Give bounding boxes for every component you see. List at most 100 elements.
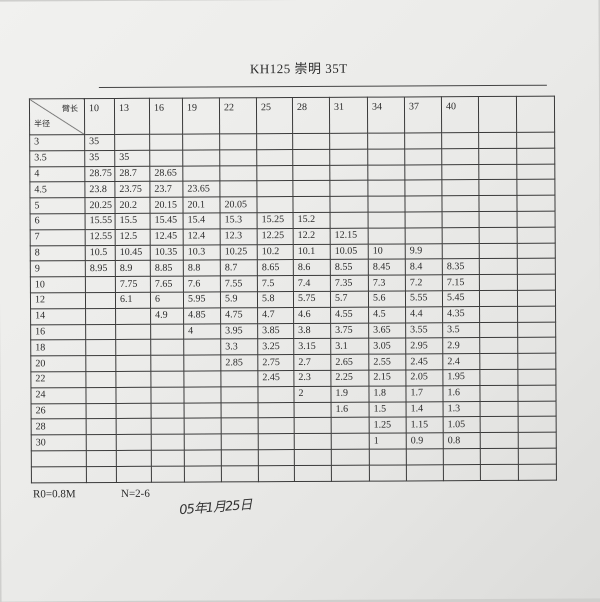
load-cell: [183, 339, 221, 356]
load-cell: 4: [183, 323, 221, 340]
load-cell: [151, 450, 185, 467]
load-cell: [150, 323, 184, 340]
load-cell: 1: [369, 433, 407, 450]
load-cell: [86, 418, 117, 435]
load-cell: 12.15: [330, 227, 369, 244]
load-cell: [292, 133, 330, 150]
load-cell: 1.9: [330, 385, 370, 402]
load-cell: [294, 401, 332, 418]
load-cell: 1.3: [443, 401, 481, 418]
handwritten-date: 05年1月25日: [178, 497, 253, 519]
load-cell: [480, 464, 519, 481]
load-cell: [443, 464, 481, 481]
load-cell: 15.3: [220, 212, 258, 229]
load-cell: [442, 227, 480, 244]
load-cell: [221, 418, 259, 435]
radius-cell: [31, 450, 87, 467]
radius-cell: 26: [31, 403, 87, 420]
load-cell: 2.85: [220, 354, 258, 371]
load-cell: 5.9: [220, 291, 258, 308]
load-cell: [329, 180, 368, 197]
load-cell: [183, 370, 221, 387]
load-cell: [406, 448, 444, 465]
load-cell: 23.7: [149, 181, 183, 198]
load-cell: [517, 369, 556, 386]
load-cell: 20.1: [182, 197, 221, 214]
load-cell: [85, 387, 117, 404]
load-cell: 2.65: [330, 354, 369, 371]
load-cell: [115, 371, 151, 388]
load-cell: 8.95: [85, 260, 116, 277]
load-cell: 5.8: [257, 291, 294, 308]
load-cell: 6.1: [115, 292, 151, 309]
load-cell: [516, 195, 556, 212]
radius-cell: 22: [30, 371, 86, 388]
load-cell: [219, 181, 257, 198]
load-cell: [367, 132, 405, 149]
load-cell: 2.45: [257, 370, 294, 387]
load-cell: 2.55: [368, 354, 406, 371]
load-cell: [479, 290, 518, 307]
load-cell: [256, 133, 293, 150]
load-cell: [518, 416, 557, 433]
load-cell: 10: [368, 243, 406, 260]
load-cell: [404, 180, 442, 197]
load-cell: [292, 149, 330, 166]
load-cell: [221, 465, 259, 482]
load-cell: [404, 148, 442, 165]
load-cell: 10.5: [85, 245, 116, 261]
load-cell: [86, 450, 117, 467]
load-cell: [258, 402, 295, 419]
load-cell: [221, 402, 259, 419]
radius-cell: 3.5: [29, 150, 85, 167]
load-cell: 28.65: [149, 165, 183, 182]
load-cell: [478, 195, 518, 212]
load-cell: 7.4: [293, 275, 331, 292]
load-cell: 3.85: [257, 323, 294, 340]
load-cell: 15.4: [183, 212, 221, 229]
load-cell: [516, 163, 555, 180]
load-cell: [517, 242, 556, 259]
column-header: 37: [404, 96, 442, 133]
load-cell: 12.55: [85, 229, 116, 246]
load-cell: [182, 133, 220, 150]
load-cell: 1.05: [443, 416, 481, 433]
load-cell: 3.5: [442, 322, 480, 339]
load-cell: 12.45: [150, 228, 184, 245]
load-cell: 2.75: [257, 354, 294, 371]
radius-cell: [31, 466, 87, 483]
column-header: 31: [329, 97, 368, 134]
corner-header: 臂长 半径: [29, 98, 85, 135]
load-cell: [86, 434, 117, 451]
load-cell: 2.9: [442, 337, 480, 354]
load-cell: [115, 355, 151, 372]
load-cell: [367, 164, 405, 181]
load-cell: [479, 258, 518, 275]
load-cell: [441, 164, 479, 181]
load-cell: 2.4: [442, 353, 480, 370]
radius-cell: 10: [30, 276, 86, 293]
load-cell: [517, 305, 556, 322]
load-cell: [442, 211, 480, 228]
load-cell: 4.4: [405, 306, 443, 323]
load-cell: [479, 385, 519, 402]
load-cell: [183, 355, 221, 372]
load-cell: [115, 387, 152, 404]
load-cell: [367, 148, 405, 165]
load-cell: [516, 132, 555, 149]
load-cell: 8.8: [183, 260, 221, 277]
table-row: [31, 463, 557, 483]
load-cell: [258, 433, 295, 450]
load-cell: 7.15: [442, 274, 480, 291]
load-cell: [518, 463, 557, 480]
load-cell: [115, 339, 151, 356]
load-cell: [480, 448, 519, 465]
load-cell: [219, 165, 257, 182]
load-cell: [479, 274, 518, 291]
load-cell: [116, 402, 152, 419]
load-cell: [442, 243, 480, 260]
load-cell: 6: [150, 292, 184, 309]
load-cell: 1.6: [331, 401, 370, 418]
load-cell: [404, 164, 442, 181]
load-cell: [441, 132, 479, 149]
